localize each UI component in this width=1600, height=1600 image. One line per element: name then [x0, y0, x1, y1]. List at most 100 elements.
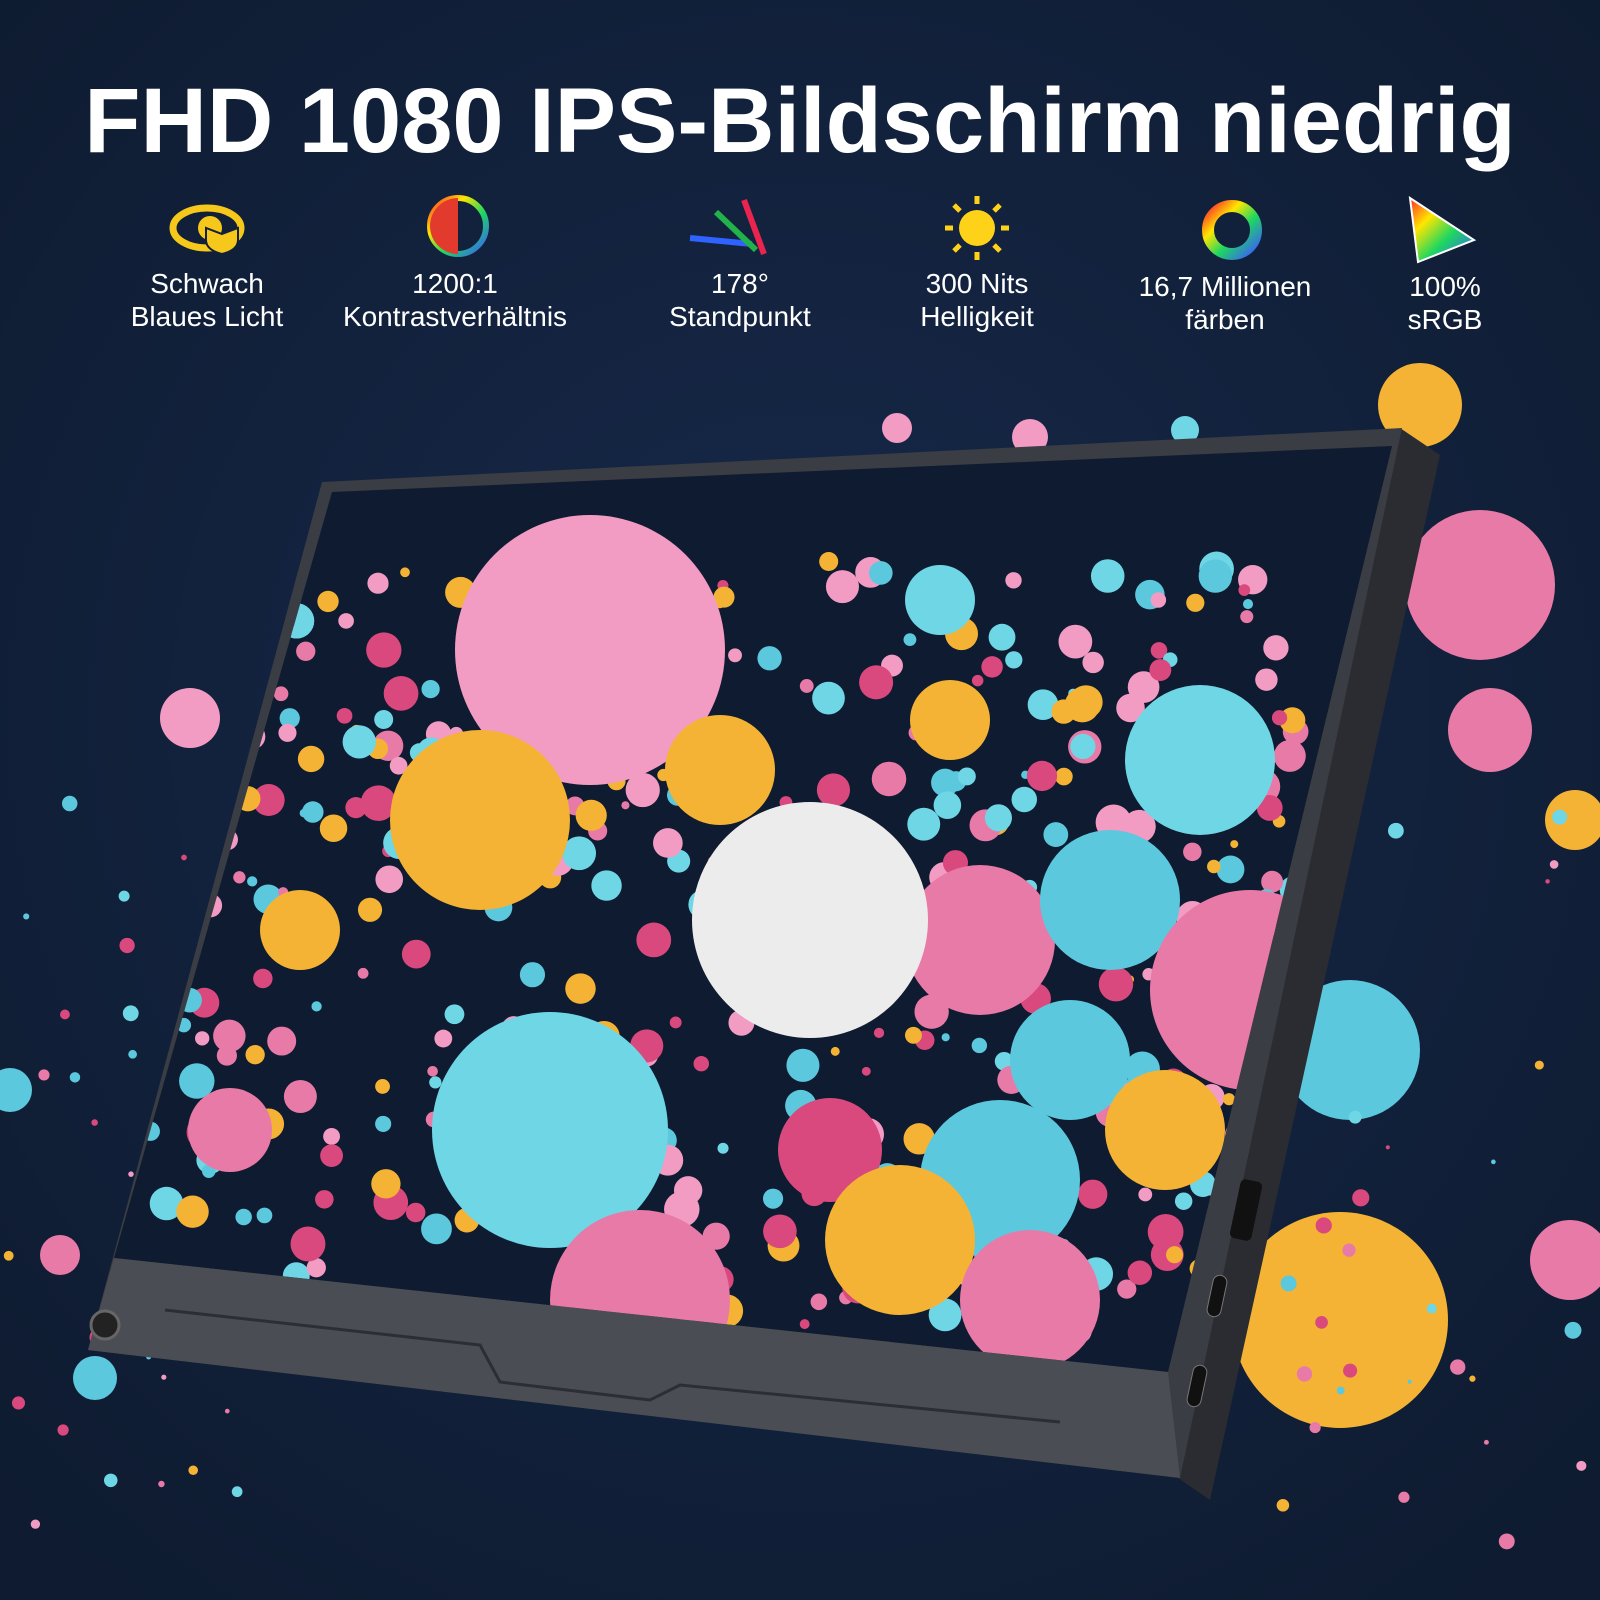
- ball: [405, 1202, 426, 1223]
- icon-contrast: [427, 195, 489, 257]
- ball: [1309, 1421, 1321, 1434]
- ball: [988, 623, 1016, 651]
- ball: [1296, 1366, 1313, 1382]
- ball: [799, 1319, 810, 1330]
- ball: [1576, 1460, 1587, 1471]
- ball: [23, 913, 30, 920]
- ball: [871, 761, 907, 797]
- ball: [119, 937, 135, 954]
- ball: [905, 865, 1055, 1015]
- ball: [1378, 363, 1462, 447]
- ball: [1348, 1110, 1362, 1124]
- ball: [421, 679, 440, 699]
- ball: [1261, 870, 1284, 893]
- ball: [693, 1055, 710, 1072]
- ball: [591, 870, 622, 901]
- ball: [371, 1169, 401, 1199]
- ball: [375, 865, 404, 894]
- ball: [1552, 809, 1568, 825]
- ball: [296, 641, 316, 661]
- ball: [1082, 651, 1104, 674]
- ball: [73, 1356, 117, 1400]
- bezel-line: [164, 1308, 1061, 1424]
- ball: [61, 795, 78, 812]
- ball: [1174, 1192, 1193, 1210]
- ball: [128, 1171, 134, 1177]
- ball: [400, 567, 410, 578]
- feature-label: färben: [1185, 304, 1264, 335]
- ball: [1116, 693, 1145, 723]
- ball: [1005, 651, 1023, 669]
- ball: [195, 1031, 210, 1046]
- ball: [1147, 1213, 1184, 1250]
- ball: [1090, 559, 1125, 593]
- ball: [401, 939, 431, 969]
- feature-label: Kontrastverhältnis: [343, 301, 567, 332]
- ball: [429, 1076, 442, 1089]
- ball: [1491, 1159, 1496, 1165]
- ball: [903, 1123, 935, 1155]
- ball: [1026, 760, 1058, 792]
- ball: [1150, 592, 1167, 608]
- ball: [0, 1068, 32, 1112]
- ball: [1398, 1491, 1410, 1503]
- ball: [366, 632, 402, 668]
- ball: [444, 1004, 465, 1025]
- ball: [519, 962, 546, 988]
- ball: [1055, 767, 1073, 786]
- ball: [432, 1012, 668, 1248]
- ball: [247, 876, 258, 887]
- ball: [1564, 1321, 1582, 1339]
- feature-label: Schwach: [150, 268, 264, 299]
- ball: [1149, 659, 1172, 681]
- ball: [810, 1293, 828, 1311]
- ball: [1198, 559, 1233, 593]
- ball: [273, 686, 289, 702]
- ball: [1150, 642, 1168, 659]
- ball: [1117, 1279, 1137, 1299]
- port: [89, 1309, 121, 1341]
- ball: [957, 767, 976, 786]
- ball: [3, 1250, 14, 1261]
- icon-srgb: [1408, 195, 1477, 264]
- ball: [319, 814, 348, 842]
- ball: [290, 1226, 326, 1262]
- feature-label: Blaues Licht: [131, 301, 284, 332]
- ball: [176, 1195, 209, 1228]
- ball: [375, 1115, 392, 1132]
- ball: [1183, 842, 1202, 862]
- ball: [757, 646, 782, 671]
- ball: [252, 784, 285, 817]
- ball: [830, 1046, 840, 1056]
- ball: [1545, 790, 1600, 850]
- ball: [103, 1473, 118, 1488]
- ball: [904, 1026, 922, 1044]
- ball: [1263, 635, 1289, 661]
- ball: [283, 1080, 317, 1114]
- ball: [188, 1088, 272, 1172]
- ball: [984, 804, 1012, 832]
- ball: [231, 1486, 243, 1498]
- ball: [40, 1235, 80, 1275]
- ball: [38, 1069, 50, 1081]
- feature-label: sRGB: [1408, 304, 1483, 335]
- ball: [421, 1213, 452, 1245]
- usbc-port: [1186, 1364, 1208, 1408]
- ball: [336, 707, 353, 724]
- ball: [357, 967, 369, 979]
- icon-colors: [1202, 200, 1262, 260]
- ball: [118, 890, 130, 902]
- icon-eye: [169, 204, 245, 256]
- ball: [1005, 572, 1022, 589]
- ball: [728, 648, 742, 663]
- ball: [763, 1214, 797, 1249]
- ball: [357, 897, 383, 922]
- bezel: [88, 1258, 1180, 1478]
- ball: [338, 613, 354, 629]
- ball: [971, 1037, 988, 1054]
- ball: [941, 1033, 950, 1042]
- ball: [1070, 733, 1096, 760]
- ball: [621, 801, 630, 810]
- ball: [905, 565, 975, 635]
